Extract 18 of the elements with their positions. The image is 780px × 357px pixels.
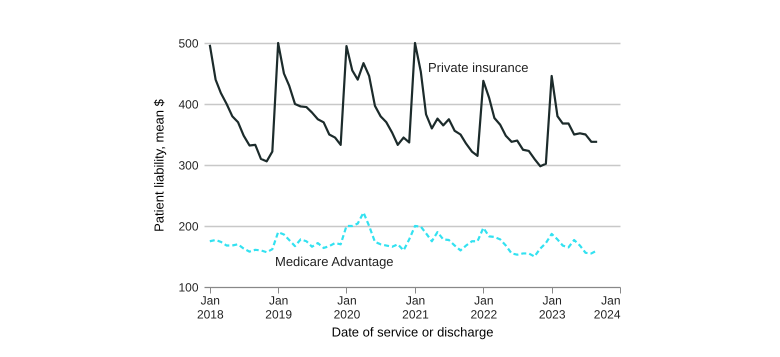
x-tick-label: Jan 2024 <box>594 294 621 322</box>
y-axis-title: Patient liability, mean $ <box>151 98 166 232</box>
y-tick-label: 100 <box>178 280 199 294</box>
x-tick-label: Jan 2023 <box>538 294 566 322</box>
line-series <box>208 42 598 168</box>
series-label: Medicare Advantage <box>275 254 394 269</box>
y-tick-label: 400 <box>178 98 199 112</box>
x-tick-label: Jan 2022 <box>470 294 498 322</box>
line-series <box>208 211 598 258</box>
x-tick-label: Jan 2018 <box>196 294 224 322</box>
x-tick-label: Jan 2019 <box>265 294 292 322</box>
x-axis-title: Date of service or discharge <box>332 324 494 340</box>
y-tick-label: 500 <box>178 36 199 50</box>
x-tick-label: Jan 2021 <box>402 294 430 322</box>
x-tick-label: Jan 2020 <box>334 294 361 322</box>
y-tick-label: 200 <box>178 220 199 234</box>
y-tick-label: 300 <box>178 158 199 172</box>
series-label: Private insurance <box>428 60 528 75</box>
